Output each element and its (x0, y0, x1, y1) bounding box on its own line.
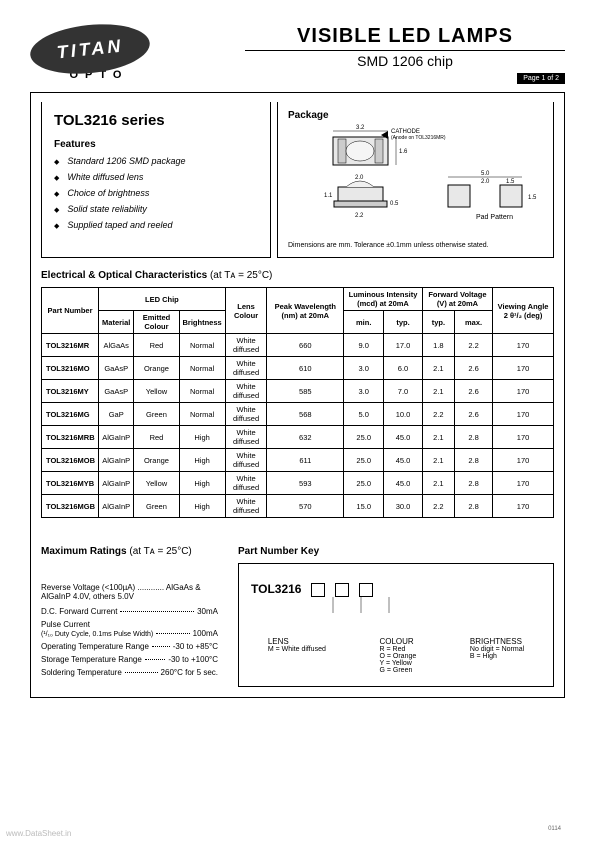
rating-line: Reverse Voltage (<100µA) ............ Al… (41, 583, 218, 601)
feature-item: Standard 1206 SMD package (54, 156, 258, 166)
table-row: TOL3216MOGaAsPOrangeNormalWhite diffused… (42, 357, 554, 380)
feature-item: White diffused lens (54, 172, 258, 182)
pnkey-base: TOL3216 (251, 582, 301, 596)
table-row: TOL3216MRAlGaAsRedNormalWhite diffused66… (42, 334, 554, 357)
package-drawing: CATHODE (Anode on TOL3216MR) 3.2 1.6 2.0… (288, 125, 543, 240)
svg-text:(Anode on TOL3216MR): (Anode on TOL3216MR) (391, 135, 446, 141)
svg-text:1.6: 1.6 (399, 149, 408, 155)
rating-line: Soldering Temperature260°C for 5 sec. (41, 668, 218, 677)
page-subtitle: SMD 1206 chip (245, 53, 565, 69)
rating-line: Operating Temperature Range-30 to +85°C (41, 642, 218, 651)
feature-item: Supplied taped and reeled (54, 220, 258, 230)
pnkey-brightness: BRIGHTNESS No digit = Normal B = High (470, 637, 524, 674)
pnkey-lens: LENS M = White diffused (268, 637, 326, 674)
svg-text:2.0: 2.0 (355, 175, 364, 181)
page-badge: Page 1 of 2 (517, 73, 565, 84)
pnkey-heading: Part Number Key (238, 546, 554, 557)
rating-line: Storage Temperature Range-30 to +100°C (41, 655, 218, 664)
page-title: VISIBLE LED LAMPS (245, 25, 565, 51)
pnkey-colour: COLOUR R = Red O = Orange Y = Yellow G =… (379, 637, 416, 674)
svg-text:1.5: 1.5 (528, 195, 537, 201)
feature-item: Choice of brightness (54, 188, 258, 198)
table-row: TOL3216MYGaAsPYellowNormalWhite diffused… (42, 380, 554, 403)
spec-table: Part Number LED Chip Lens Colour Peak Wa… (41, 287, 554, 518)
table-row: TOL3216MGGaPGreenNormalWhite diffused568… (42, 403, 554, 426)
svg-text:2.2: 2.2 (355, 213, 364, 219)
foot-date: 0114 (548, 826, 561, 832)
feature-list: Standard 1206 SMD package White diffused… (54, 156, 258, 230)
features-heading: Features (54, 139, 258, 150)
svg-text:1.1: 1.1 (324, 193, 333, 199)
table-row: TOL3216MRBAlGaInPRedHighWhite diffused63… (42, 426, 554, 449)
svg-text:5.0: 5.0 (481, 171, 490, 177)
table-row: TOL3216MOBAlGaInPOrangeHighWhite diffuse… (42, 449, 554, 472)
characteristics-heading: Electrical & Optical Characteristics (at… (41, 270, 554, 281)
feature-item: Solid state reliability (54, 204, 258, 214)
pnkey-box-brightness (359, 583, 373, 597)
svg-text:1.5: 1.5 (506, 179, 515, 185)
pad-pattern-label: Pad Pattern (476, 214, 513, 221)
package-title: Package (288, 110, 543, 121)
series-box: TOL3216 series Features Standard 1206 SM… (41, 102, 271, 258)
max-ratings-heading: Maximum Ratings (at Tᴀ = 25°C) (41, 546, 218, 557)
rating-line: D.C. Forward Current30mA (41, 607, 218, 616)
max-ratings: Maximum Ratings (at Tᴀ = 25°C) Reverse V… (41, 534, 218, 687)
logo: TITAN OPTO (30, 25, 160, 81)
svg-text:3.2: 3.2 (356, 125, 365, 131)
svg-text:0.5: 0.5 (390, 201, 399, 207)
table-row: TOL3216MGBAlGaInPGreenHighWhite diffused… (42, 495, 554, 518)
series-title: TOL3216 series (54, 112, 258, 129)
part-number-key: Part Number Key TOL3216 LENS M = White d… (238, 534, 554, 687)
table-row: TOL3216MYBAlGaInPYellowHighWhite diffuse… (42, 472, 554, 495)
package-box: Package CATHODE (Anode on TOL3216MR) 3.2… (277, 102, 554, 258)
pnkey-box-colour (335, 583, 349, 597)
pnkey-box-lens (311, 583, 325, 597)
svg-text:2.0: 2.0 (481, 179, 490, 185)
rating-line: (¹/₁₀ Duty Cycle, 0.1ms Pulse Width)100m… (41, 629, 218, 638)
package-note: Dimensions are mm. Tolerance ±0.1mm unle… (288, 242, 543, 249)
watermark: www.DataSheet.in (6, 829, 71, 838)
